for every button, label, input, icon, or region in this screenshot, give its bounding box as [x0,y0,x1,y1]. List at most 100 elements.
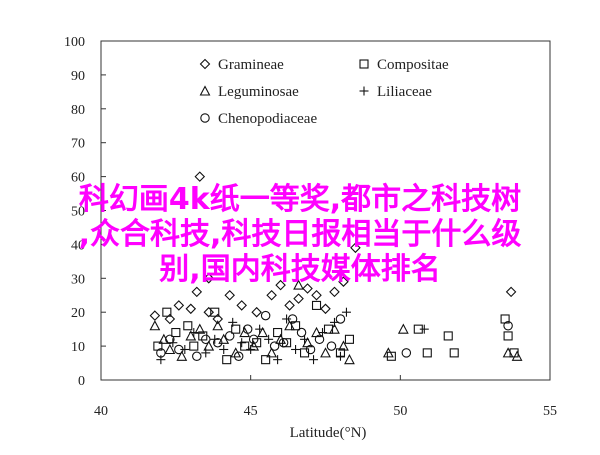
liliaceae-point [419,324,429,334]
leguminosae-point [203,340,215,351]
gramineae-point [194,171,206,182]
liliaceae-point [180,344,190,354]
leguminosae-point [185,330,197,341]
legend: Gramineae Compositae Leguminosae Liliaceae C… [199,57,449,127]
chenopodiaceae-point [165,334,175,345]
liliaceae-point [168,338,178,348]
overlay-text-line-3: 别,国内科技媒体排名 [159,252,441,287]
y-tick-label: 0 [78,374,85,389]
gramineae-point [350,242,361,254]
chenopodiaceae-point [248,334,259,345]
compositae-point [153,341,163,351]
liliaceae-point [156,355,166,365]
chenopodiaceae-point [503,321,513,331]
compositae-point [443,331,453,341]
y-tick-label: 30 [71,272,85,287]
gramineae-point [224,289,235,301]
compositae-point [311,300,322,310]
y-tick-label: 10 [71,340,85,355]
liliaceae-point [237,338,247,348]
chenopodiaceae-point [335,314,346,324]
liliaceae-point [255,324,265,334]
leguminosae-point [239,326,251,338]
liliaceae-point [189,328,199,338]
gramineae-point [266,289,277,301]
chenopodiaceae-point [305,344,316,355]
liliaceae-point [335,351,345,361]
leguminosae-point [397,323,409,334]
gramineae-point [164,313,176,325]
gramineae-point [302,283,313,294]
compositae-point [171,327,181,338]
leguminosae-point [164,343,176,355]
compositae-point [500,314,510,324]
axis-ticks [100,40,551,381]
gramineae-point [284,300,295,311]
overlay-text-line-1: 科幻画4k纸一等奖,都市之科技树 [78,182,522,217]
leguminosae-point [176,350,188,361]
y-tick-label: 40 [71,238,85,253]
y-tick-labels: 0 10 20 30 40 50 60 70 80 90 100 [64,35,85,389]
gramineae-point [320,303,331,315]
leguminosae-point [257,326,269,338]
leguminosae-point [502,347,514,358]
liliaceae-point [282,314,292,324]
chenopodiaceae-point [212,337,223,348]
liliaceae-point [318,328,328,338]
compositae-point [273,327,283,338]
leguminosae-point [293,279,304,290]
gramineae-point [203,306,215,318]
compositae-point [183,321,193,331]
compositae-point [386,351,396,361]
chenopodiaceae-point [201,334,211,345]
gramineae-point [203,273,215,284]
legend-plus-icon [359,86,369,96]
leguminosae-point [511,350,523,361]
gramineae-point [505,286,517,298]
compositae-point [503,331,513,341]
liliaceae-point [210,334,220,344]
overlay-text-line-2: ,众合科技,科技日报相当于什么级 [78,217,522,252]
legend-square-icon [359,59,369,69]
legend-triangle-icon [199,85,211,96]
liliaceae-point [264,334,274,344]
compositae-point [189,341,199,351]
compositae-point [240,341,250,351]
compositae-point [449,348,459,358]
legend-label: Gramineae [218,57,284,73]
compositae-point [509,348,519,358]
x-tick-label: 40 [94,404,108,419]
chenopodiaceae-point [260,310,271,321]
y-tick-label: 70 [71,137,85,152]
leguminosae-point [149,320,161,331]
gramineae-point [293,293,304,304]
chenopodiaceae-point [296,327,307,338]
y-tick-label: 80 [71,103,85,118]
y-tick-label: 50 [71,205,85,220]
gramineae-point [185,303,197,315]
compositae-point [422,348,432,358]
gramineae-point [212,313,224,325]
gramineae-point [191,286,203,298]
compositae-point [222,355,232,365]
compositae-point [299,348,310,358]
leguminosae-point [248,340,260,351]
leguminosae-point [212,320,224,331]
chenopodiaceae-point [224,331,235,341]
leguminosae-point [218,333,230,344]
compositae-point [282,338,292,348]
gramineae-point [311,289,322,301]
x-axis-label: Latitude(°N) [290,425,367,441]
gramineae-point [251,306,262,318]
liliaceae-point [309,355,319,365]
liliaceae-point [291,344,301,354]
legend-label: Liliaceae [377,84,432,100]
chenopodiaceae-point [192,351,202,362]
legend-label: Compositae [377,57,449,73]
leguminosae-point [344,353,355,365]
liliaceae-point [300,334,310,344]
data-points [149,171,523,365]
gramineae-point [275,279,286,291]
